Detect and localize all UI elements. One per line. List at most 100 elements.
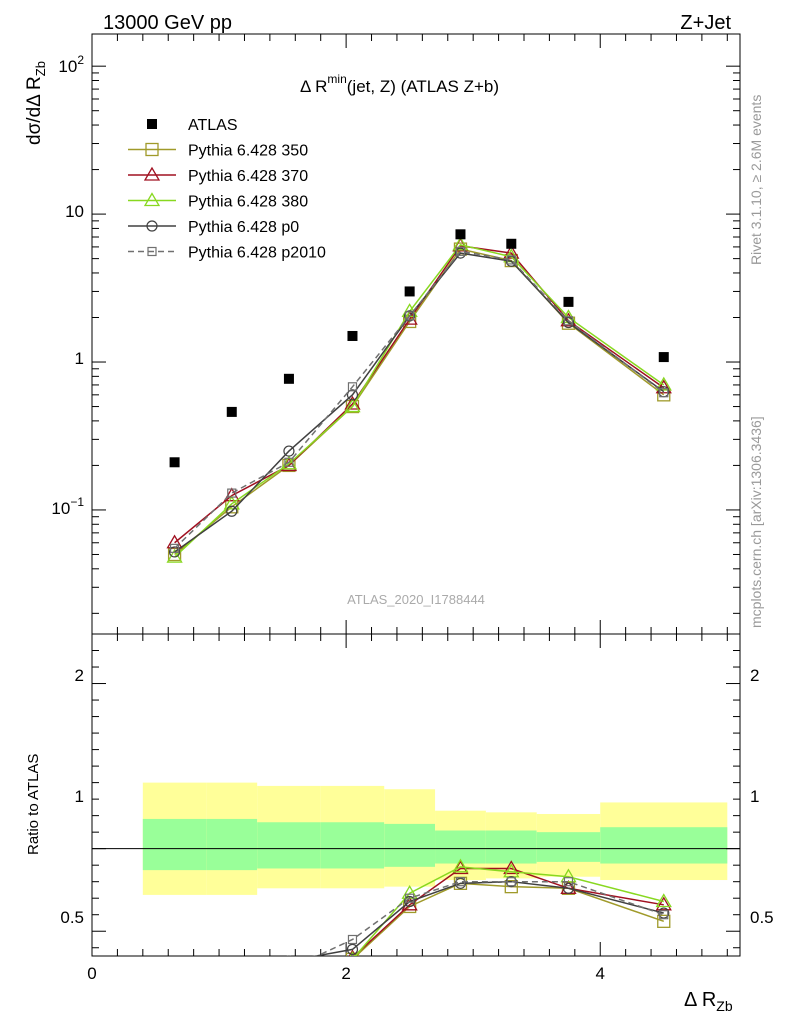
ratio-line-p0	[311, 880, 664, 956]
header-left-label: 13000 GeV pp	[103, 12, 232, 34]
ratio-point-p350	[283, 965, 295, 977]
data-point-p370	[503, 244, 520, 259]
data-point-p380	[452, 236, 469, 251]
data-point-p2010	[284, 457, 294, 467]
ratio-point-p0	[562, 882, 575, 894]
ratio-series-layer	[168, 858, 672, 984]
ratio-point-p0	[170, 968, 180, 978]
ratio-uncertainty-bands	[142, 782, 728, 895]
ratio-line-p370	[353, 867, 664, 956]
ratio-point-p380	[452, 858, 469, 873]
legend-marker-p370	[143, 166, 161, 181]
ratio-plot-frame	[91, 633, 741, 957]
x-tick-label: 0	[87, 964, 96, 983]
series-line-p370	[174, 245, 665, 544]
rivet-version-label: Rivet 3.1.10, ≥ 2.6M events	[748, 95, 764, 265]
ratio-point-p380	[655, 893, 672, 908]
ratio-point-p350	[169, 968, 181, 980]
ratio-point-p380	[168, 969, 182, 981]
data-point-p2010	[347, 382, 358, 392]
x-tick-label: 2	[341, 964, 350, 983]
ratio-line-p380	[354, 866, 664, 956]
data-point-p2010	[227, 488, 237, 498]
data-point-p2010	[659, 388, 669, 398]
legend-label-p350: Pythia 6.428 350	[188, 143, 308, 160]
ratio-point-p0	[286, 955, 292, 956]
ratio-tick-label-right-0.5: 0.5	[750, 908, 774, 927]
ratio-band-inner	[600, 827, 728, 864]
data-point-p0	[562, 316, 575, 329]
ratio-band-inner	[206, 818, 258, 871]
ratio-point-p0	[227, 974, 237, 984]
legend-marker-p2010	[147, 246, 157, 257]
ratio-point-p370	[225, 962, 239, 974]
ratio-tick-label-1: 1	[75, 787, 84, 806]
data-point-p380	[655, 376, 672, 391]
ratio-point-p370	[168, 959, 182, 971]
ratio-point-p2010	[506, 877, 516, 887]
data-point-p0	[226, 505, 238, 517]
ratio-point-p380	[282, 962, 296, 974]
ratio-band-inner	[485, 830, 537, 864]
y-tick-label-1: 1	[75, 349, 84, 368]
data-point-p370	[655, 379, 672, 394]
data-point-p0	[283, 445, 295, 457]
ratio-point-p2010	[659, 910, 669, 920]
data-point-atlas	[169, 457, 180, 468]
legend-label-p380: Pythia 6.428 380	[188, 194, 308, 211]
data-point-atlas	[283, 373, 294, 384]
legend-label-data: ATLAS	[188, 117, 238, 134]
data-point-p0	[168, 546, 181, 558]
ratio-point-p2010	[455, 877, 466, 887]
ratio-point-p2010	[405, 893, 415, 903]
ratio-point-p370	[503, 860, 520, 875]
ratio-point-p2010	[347, 934, 358, 945]
legend-label-p2010: Pythia 6.428 p2010	[188, 245, 326, 262]
data-point-p0	[454, 247, 467, 259]
data-point-p0	[346, 389, 359, 401]
axis-ticks	[91, 34, 740, 956]
legend-label-p0: Pythia 6.428 p0	[188, 219, 299, 236]
ratio-tick-label-0.5: 0.5	[60, 908, 84, 927]
ratio-point-p2010	[228, 964, 236, 972]
ratio-tick-label-right-2: 2	[750, 666, 759, 685]
y-tick-label-10: 10	[65, 202, 84, 221]
main-series-layer	[166, 229, 672, 563]
data-point-atlas	[563, 296, 574, 307]
ratio-band-inner	[142, 818, 207, 871]
series-line-p350	[174, 248, 665, 556]
legend-marker-p380	[143, 192, 161, 207]
y-axis-label: dσ/dΔ RZb	[24, 61, 48, 145]
data-point-p370	[344, 395, 361, 410]
data-point-atlas	[506, 238, 517, 249]
ratio-point-p2010	[563, 877, 574, 887]
ratio-band-inner	[320, 822, 385, 869]
data-point-atlas	[347, 330, 358, 341]
data-point-p2010	[455, 246, 466, 256]
data-point-p2010	[563, 316, 574, 326]
data-point-p2010	[405, 311, 415, 321]
data-point-p370	[166, 534, 183, 549]
data-point-atlas	[658, 352, 669, 363]
ratio-point-p350	[226, 970, 238, 982]
ratio-tick-label-right-1: 1	[750, 787, 759, 806]
data-point-p0	[404, 310, 416, 322]
ratio-point-p2010	[171, 967, 179, 975]
ratio-point-p0	[346, 943, 359, 955]
ratio-band-inner	[435, 830, 486, 864]
x-tick-label: 4	[596, 964, 605, 983]
ratio-tick-label-2: 2	[75, 666, 84, 685]
data-point-atlas	[226, 406, 237, 417]
series-line-p2010	[174, 250, 665, 549]
ratio-band-inner	[257, 822, 321, 869]
legend: ATLAS Pythia 6.428 350 Pythia 6.428 370 Pyt…	[128, 117, 326, 262]
header-right-label: Z+Jet	[680, 12, 731, 34]
data-point-atlas	[404, 286, 415, 297]
data-point-p380	[223, 495, 240, 510]
y-tick-label-100: 102	[58, 53, 84, 76]
legend-marker-data	[147, 119, 157, 129]
data-point-p2010	[169, 543, 180, 553]
legend-marker-p350	[145, 142, 159, 157]
data-point-p2010	[506, 255, 516, 265]
